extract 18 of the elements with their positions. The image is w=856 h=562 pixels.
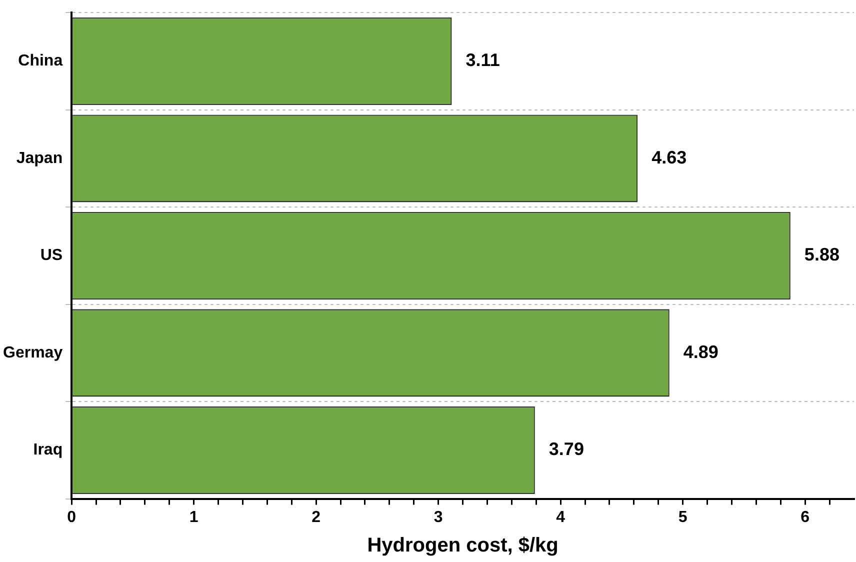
y-tick-label: Iraq: [33, 442, 63, 459]
data-label: 4.63: [652, 147, 687, 168]
y-tick-label: Japan: [16, 150, 63, 167]
x-tick-label: 4: [556, 508, 566, 526]
x-tick-label: 6: [800, 508, 810, 526]
x-tick-label: 3: [434, 508, 443, 526]
data-label: 3.11: [466, 50, 500, 70]
y-tick-label: US: [40, 247, 63, 264]
x-tick-label: 5: [678, 508, 688, 526]
x-axis-title: Hydrogen cost, $/kg: [367, 534, 558, 557]
x-tick-label: 0: [67, 508, 76, 526]
data-label: 4.89: [683, 342, 718, 362]
x-tick-label: 1: [189, 508, 198, 526]
data-label: 3.79: [548, 439, 584, 460]
y-tick-label: China: [18, 52, 63, 70]
data-label: 5.88: [804, 244, 840, 265]
x-tick-label: 2: [312, 508, 321, 526]
y-tick-label: Germay: [3, 344, 63, 362]
